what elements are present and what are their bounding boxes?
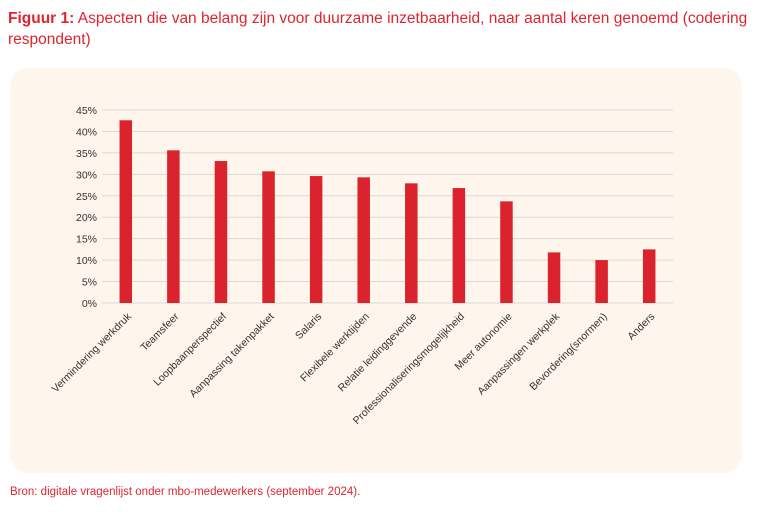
y-tick-label: 35% (76, 148, 97, 160)
bar (119, 120, 133, 303)
source-note: Bron: digitale vragenlijst onder mbo-med… (10, 486, 361, 498)
bar (214, 161, 228, 303)
y-tick-label: 10% (76, 255, 97, 267)
x-tick-label: Aanpassingen werkplek (475, 310, 562, 397)
bar (309, 176, 323, 303)
figure-label: Figuur 1: (8, 10, 75, 27)
bar (167, 150, 180, 303)
bar (405, 183, 418, 303)
bar (500, 201, 513, 303)
x-tick-label: Salaris (293, 311, 324, 342)
x-tick-label: Aanpassing takenpakket (187, 311, 276, 400)
y-tick-label: 30% (76, 169, 97, 181)
y-tick-label: 45% (76, 105, 97, 117)
y-tick-label: 15% (76, 234, 97, 246)
bar (642, 249, 656, 303)
y-tick-label: 5% (82, 277, 97, 289)
figure-title: Figuur 1: Aspecten die van belang zijn v… (8, 8, 773, 50)
figure-title-text: Aspecten die van belang zijn voor duurza… (8, 10, 748, 48)
x-tick-label: Anders (625, 311, 657, 343)
y-tick-label: 20% (76, 212, 97, 224)
x-tick-label: Teamsfeer (138, 310, 182, 354)
bar (547, 252, 561, 303)
bar (452, 188, 466, 303)
y-tick-label: 25% (76, 191, 97, 203)
x-tick-label: Bevordering(snormen) (527, 311, 609, 393)
x-tick-label: Vermindering werkdruk (49, 310, 134, 395)
y-tick-label: 40% (76, 126, 97, 138)
bar (595, 260, 608, 303)
x-tick-label: Relatie leidinggevende (336, 311, 420, 395)
y-tick-label: 0% (82, 298, 97, 310)
bar (357, 177, 370, 303)
bar (262, 171, 275, 303)
